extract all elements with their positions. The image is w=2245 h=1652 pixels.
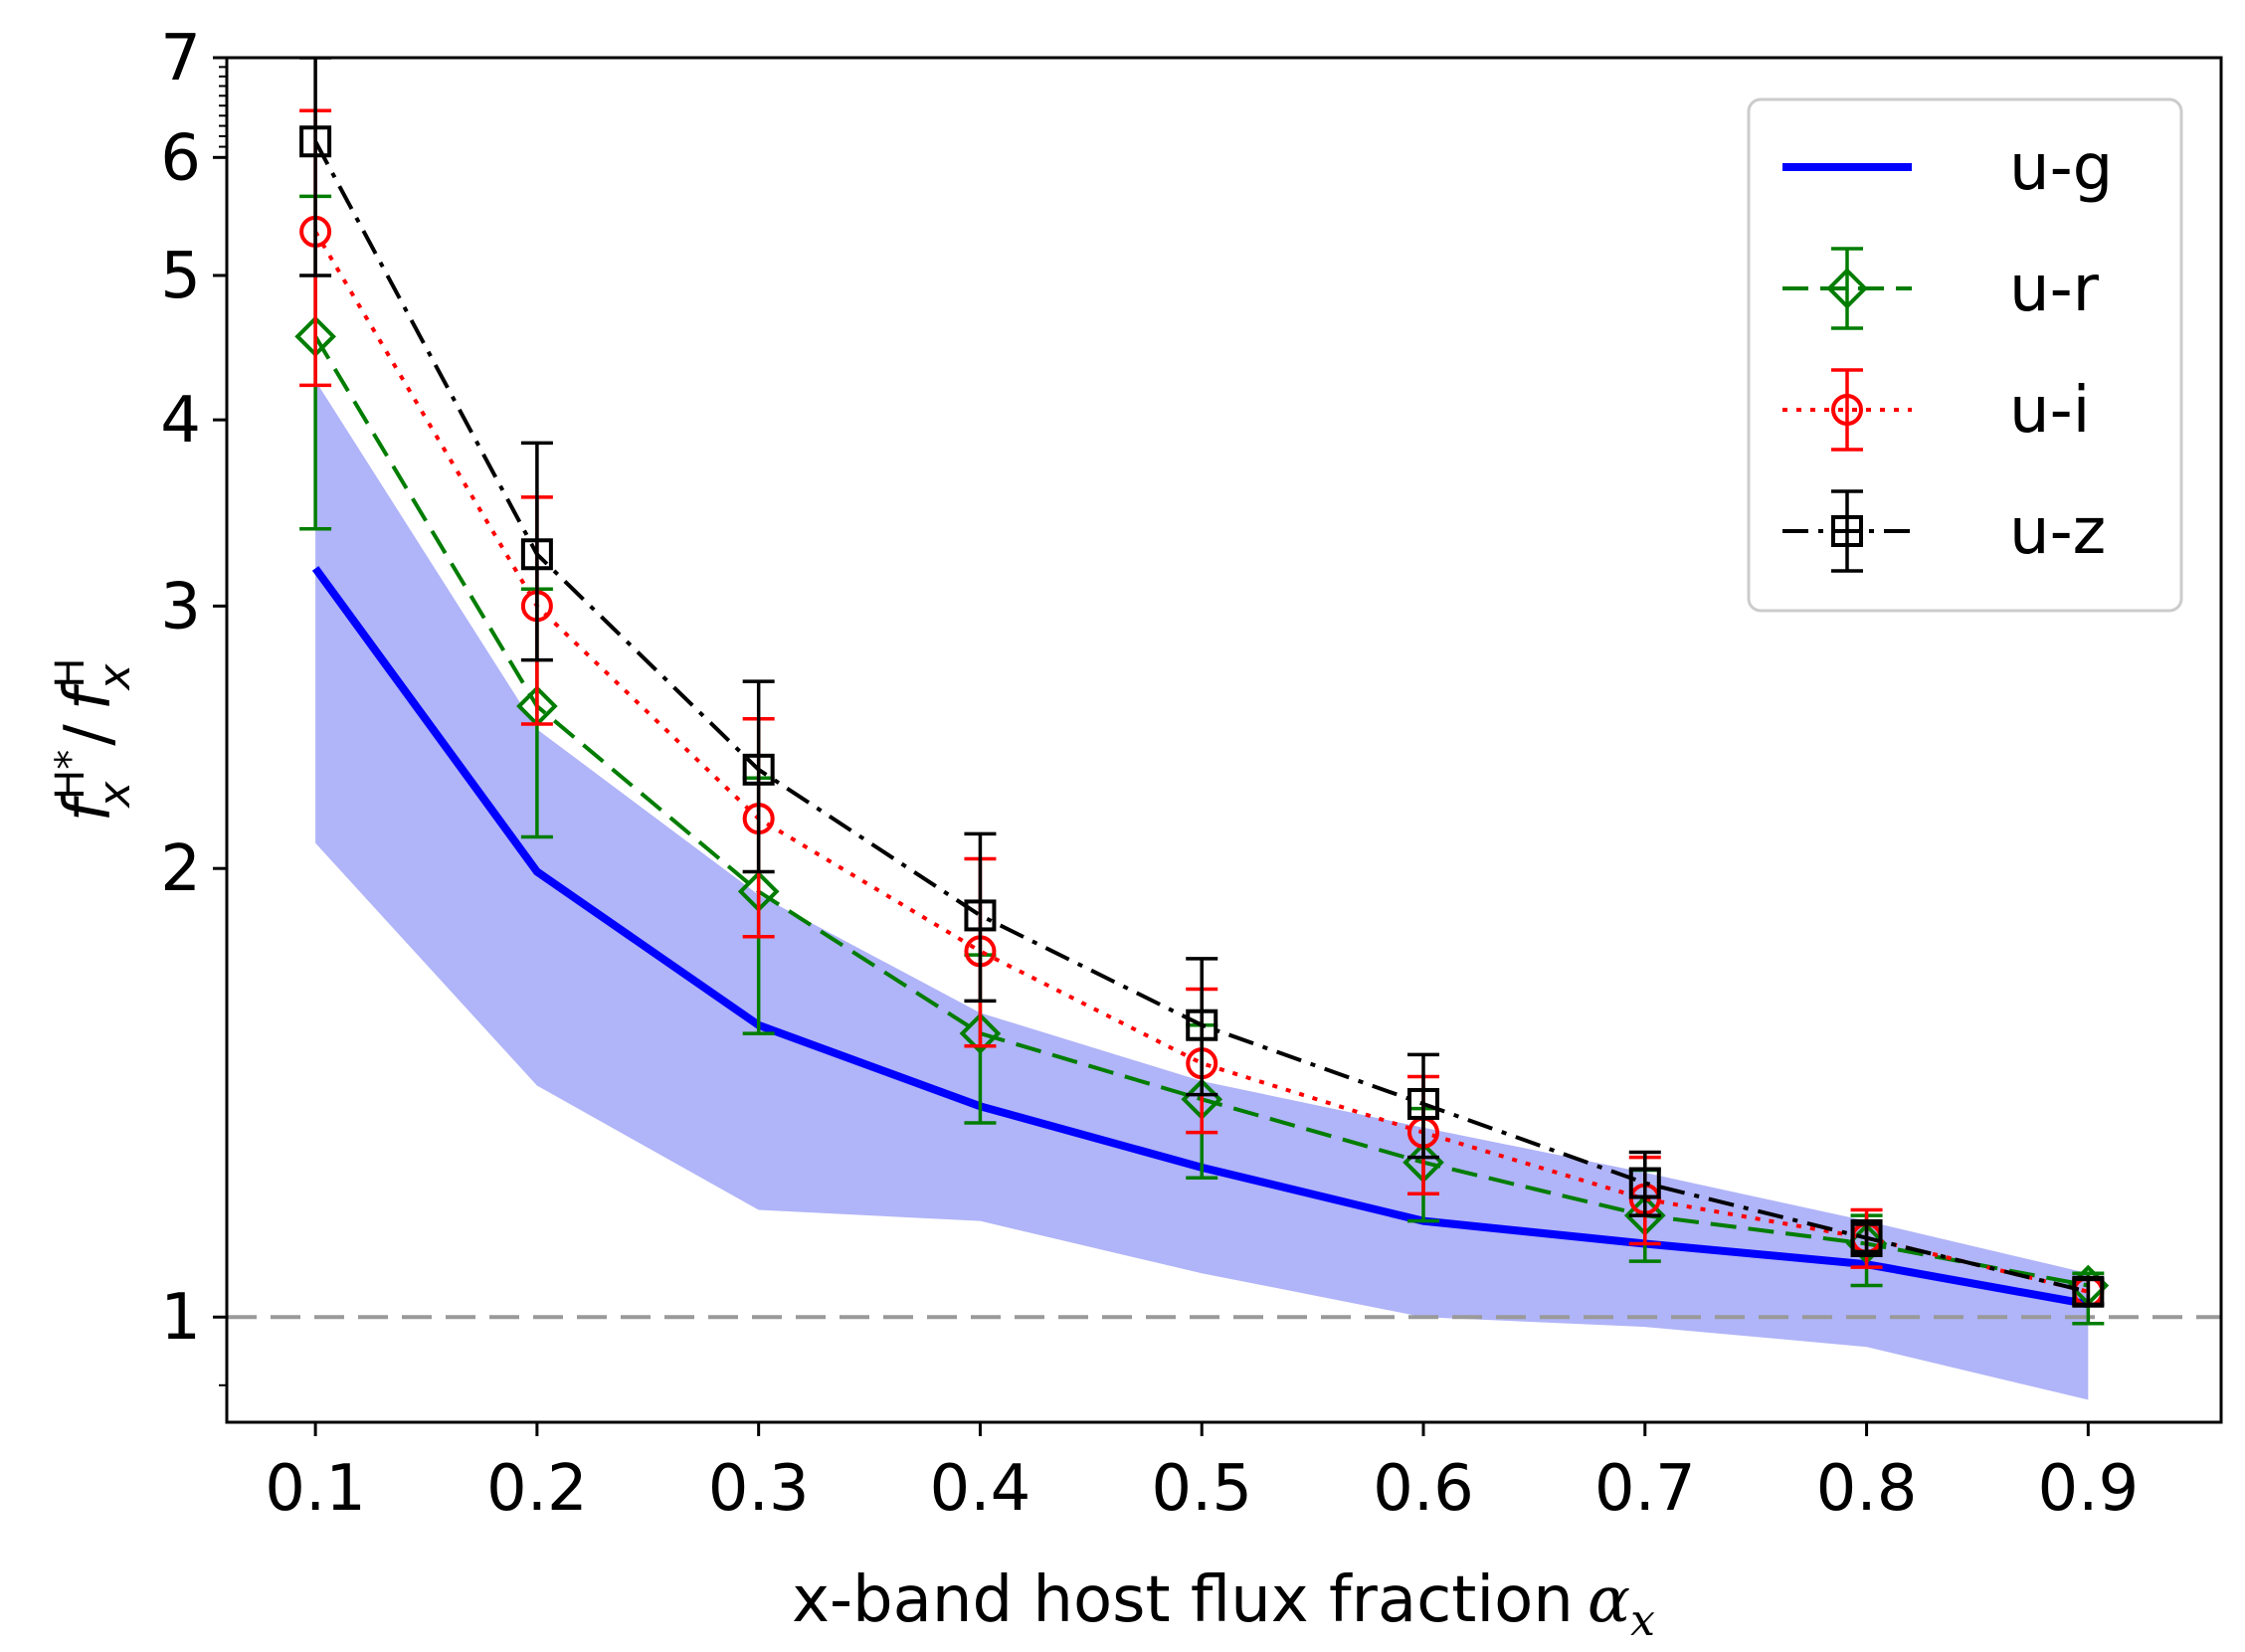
y-axis-label: fH*x/fHx (48, 658, 140, 823)
legend-entry-u-i: u-i (1782, 368, 2090, 452)
point-u-z (1407, 1087, 1439, 1120)
confidence-band (315, 380, 2089, 1400)
y-tick-label: 2 (160, 832, 201, 906)
x-tick-label: 0.6 (1373, 1452, 1474, 1526)
point-u-z (1186, 1009, 1218, 1041)
y-label-slash: / (52, 724, 125, 746)
series-u-z (299, 58, 2105, 1308)
legend-marker-u-z (1831, 515, 1863, 547)
y-tick-label: 1 (160, 1281, 201, 1355)
point-u-z (1850, 1221, 1883, 1254)
legend-box (1747, 97, 2183, 613)
plot-frame (225, 56, 2223, 1424)
legend-label-u-r: u-r (2009, 253, 2100, 326)
y-tick-label: 4 (160, 384, 201, 458)
point-u-z (2072, 1275, 2105, 1308)
legend-marker-u-r (1826, 268, 1868, 309)
svg-text:fH*x/fHx: fH*x/fHx (48, 658, 140, 823)
legend-marker-u-i (1831, 394, 1863, 426)
point-u-z (1628, 1167, 1661, 1199)
legend-label-u-g: u-g (2009, 131, 2113, 205)
x-axis-ticks: 0.1 0.2 0.3 0.4 0.5 0.6 0.7 0.8 0.9 (265, 1422, 2139, 1526)
x-axis-label-text: x-band host flux fraction (792, 1563, 1574, 1637)
point-u-z (964, 899, 997, 932)
y-tick-label: 6 (160, 121, 201, 195)
point-u-r (959, 1012, 1002, 1054)
x-axis-label-symbol: α (1588, 1563, 1630, 1637)
point-u-z (520, 538, 553, 571)
x-tick-label: 0.7 (1594, 1452, 1696, 1526)
x-axis-label-subscript: x (1630, 1595, 1655, 1646)
series-layer (294, 58, 2110, 1326)
x-tick-label: 0.2 (486, 1452, 588, 1526)
x-tick-label: 0.5 (1151, 1452, 1252, 1526)
y-label-den-sup: H (48, 658, 94, 688)
y-tick-label: 7 (160, 22, 201, 95)
x-axis-label: x-band host flux fraction αx (792, 1563, 1655, 1646)
legend-label-u-i: u-i (2009, 374, 2090, 448)
y-axis-ticks: 1 2 3 4 5 6 7 (160, 22, 227, 1386)
x-tick-label: 0.4 (930, 1452, 1031, 1526)
x-tick-label: 0.1 (265, 1452, 366, 1526)
legend-entry-u-z: u-z (1782, 489, 2106, 573)
legend-entry-u-r: u-r (1782, 247, 2100, 330)
x-tick-label: 0.9 (2037, 1452, 2139, 1526)
x-tick-label: 0.3 (708, 1452, 810, 1526)
point-u-z (742, 753, 775, 786)
point-u-z (299, 125, 332, 158)
y-label-den-sub: x (90, 663, 140, 692)
confidence-band-layer (315, 380, 2089, 1400)
y-tick-label: 3 (160, 570, 201, 643)
legend: u-g u-r u-i u-z (1747, 97, 2183, 613)
legend-label-u-z: u-z (2009, 495, 2106, 569)
x-tick-label: 0.8 (1816, 1452, 1918, 1526)
y-label-num-sub: x (90, 781, 140, 810)
legend-entry-u-g: u-g (1782, 131, 2113, 205)
y-tick-label: 5 (160, 240, 201, 313)
y-label-num-sup: H* (48, 750, 94, 800)
